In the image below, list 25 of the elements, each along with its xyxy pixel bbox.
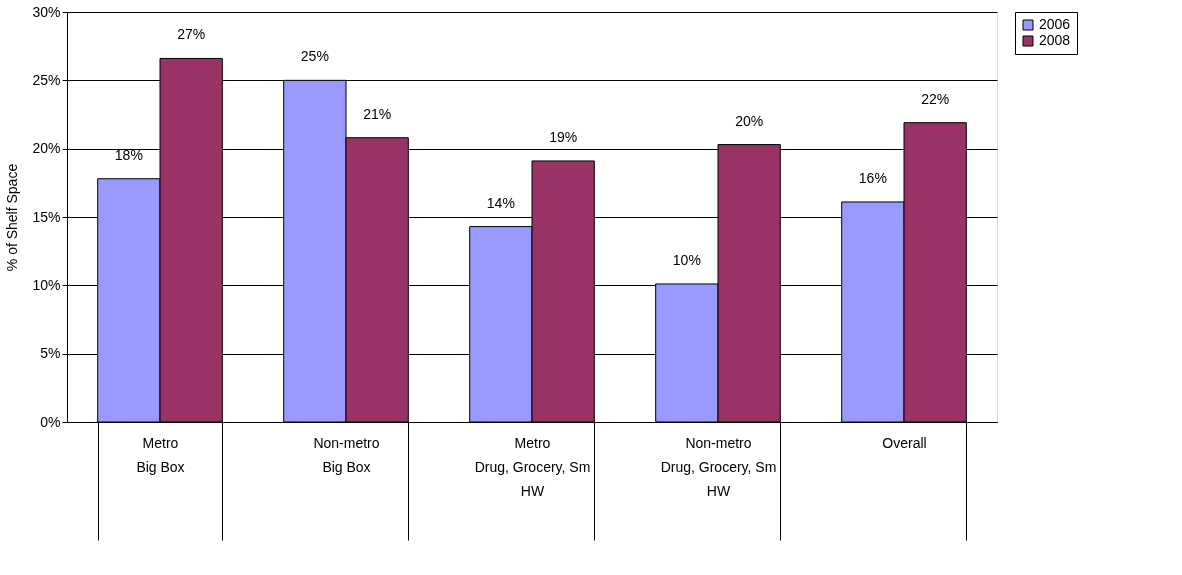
x-tick-label: Non-metro Big Box bbox=[313, 434, 380, 475]
data-label: 18% bbox=[114, 146, 143, 163]
x-tick-label: Metro Big Box bbox=[136, 434, 185, 475]
data-label: 20% bbox=[735, 112, 764, 129]
legend-label: 2006 bbox=[1039, 16, 1071, 32]
y-tick-label: 30% bbox=[32, 3, 61, 20]
y-tick-label: 0% bbox=[40, 413, 61, 430]
data-label: 21% bbox=[363, 105, 392, 122]
y-tick-label: 25% bbox=[32, 71, 61, 88]
y-tick-label: 10% bbox=[32, 276, 61, 293]
x-tick-label: Metro Drug, Grocery, Sm HW bbox=[474, 434, 591, 499]
y-axis-title: % of Shelf Space bbox=[4, 163, 21, 272]
x-tick-label: Non-metro Drug, Grocery, Sm HW bbox=[660, 434, 777, 499]
y-tick-label: 5% bbox=[40, 345, 61, 362]
data-label: 22% bbox=[921, 90, 950, 107]
x-tick-label: Overall bbox=[882, 434, 927, 451]
y-tick-label: 20% bbox=[32, 140, 61, 157]
data-label: 10% bbox=[672, 251, 701, 268]
legend-label: 2008 bbox=[1039, 32, 1071, 48]
data-label: 14% bbox=[486, 194, 515, 211]
data-label: 16% bbox=[858, 169, 887, 186]
data-label: 19% bbox=[549, 128, 578, 145]
data-label: 25% bbox=[300, 48, 329, 65]
data-label: 27% bbox=[177, 26, 206, 43]
y-tick-label: 15% bbox=[32, 208, 61, 225]
